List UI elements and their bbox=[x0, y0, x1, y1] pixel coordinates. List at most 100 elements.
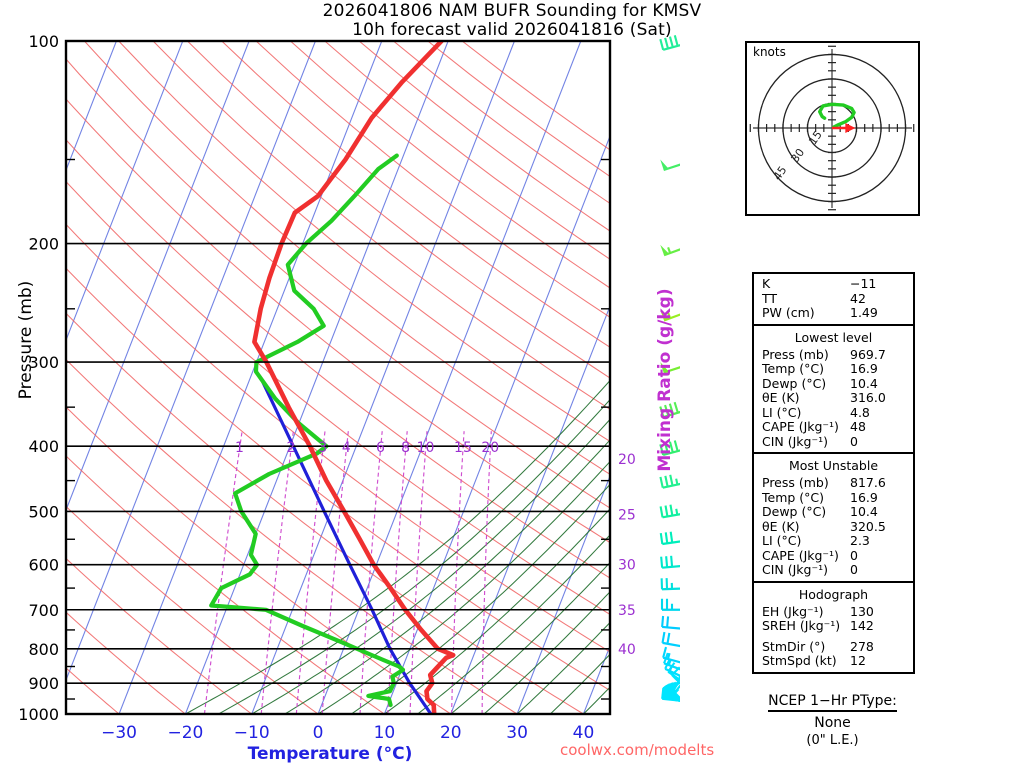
pressure-axis-title: Pressure (mb) bbox=[16, 280, 36, 400]
info-key: CAPE (Jkg⁻¹) bbox=[762, 419, 839, 434]
info-row: Press (mb) 969.7 bbox=[754, 347, 913, 363]
mixing-ratio-label: 6 bbox=[376, 440, 385, 456]
pressure-tick-label: 300 bbox=[28, 353, 59, 372]
info-key: Dewp (°C) bbox=[762, 504, 827, 519]
info-key: PW (cm) bbox=[762, 305, 815, 320]
info-value: 10.4 bbox=[850, 504, 878, 519]
info-key: Dewp (°C) bbox=[762, 375, 827, 391]
info-value: 316.0 bbox=[850, 390, 886, 405]
section-heading: Hodograph bbox=[798, 586, 869, 602]
temperature-tick-label: 40 bbox=[573, 723, 595, 743]
most-unstable-rows: Press (mb) 817.6 Temp (°C) 16.9 Dewp (°C) 10.… bbox=[754, 475, 913, 578]
ptype-panel: NCEP 1−Hr PType: None (0" L.E.) bbox=[740, 690, 925, 748]
profile-temperature-line bbox=[252, 41, 456, 714]
info-key: CAPE (Jkg⁻¹) bbox=[762, 547, 839, 563]
info-row: PW (cm) 1.49 bbox=[754, 305, 913, 321]
info-value: 10.4 bbox=[850, 375, 878, 391]
info-value: 130 bbox=[850, 603, 874, 619]
info-value: 817.6 bbox=[850, 475, 886, 490]
wind-barb bbox=[660, 598, 680, 611]
temperature-tick-label: 20 bbox=[440, 723, 462, 743]
height-tick-label: 30 bbox=[618, 558, 636, 574]
info-row: EH (Jkg⁻¹) 130 bbox=[754, 603, 913, 620]
info-key: StmSpd (kt) bbox=[762, 653, 837, 668]
wind-barb bbox=[661, 687, 680, 702]
info-value: 1.49 bbox=[850, 305, 878, 320]
chart-title-line1: 2026041806 NAM BUFR Sounding for KMSV bbox=[322, 1, 702, 21]
wind-barb bbox=[661, 615, 680, 630]
wind-barb bbox=[659, 474, 680, 489]
info-key: Temp (°C) bbox=[762, 489, 825, 505]
info-row: Dewp (°C) 10.4 bbox=[754, 375, 913, 392]
wind-barb bbox=[662, 646, 680, 664]
info-key: LI (°C) bbox=[762, 404, 802, 420]
storm-motion-rows: StmDir (°) 278 StmSpd (kt) 12 bbox=[754, 638, 913, 669]
info-row: K −11 bbox=[754, 276, 913, 292]
info-row: Temp (°C) 16.9 bbox=[754, 489, 913, 506]
hodograph-ring-label: 30 bbox=[789, 146, 808, 165]
height-tick-label: 20 bbox=[618, 452, 636, 468]
lowest-level-rows: Press (mb) 969.7 Temp (°C) 16.9 Dewp (°C) 10.… bbox=[754, 347, 913, 450]
height-tick-label: 25 bbox=[618, 507, 636, 523]
info-value: 2.3 bbox=[850, 533, 870, 548]
mixing-ratio-label: 1 bbox=[235, 440, 244, 456]
wind-barb bbox=[661, 631, 680, 648]
temperature-tick-label: 0 bbox=[313, 723, 324, 743]
temperature-tick-label: −10 bbox=[234, 723, 270, 743]
info-key: θE (K) bbox=[762, 390, 800, 405]
wind-barb bbox=[660, 159, 680, 172]
pressure-tick-label: 600 bbox=[28, 556, 59, 575]
indices-section: K −11 TT 42 PW (cm) 1.49 bbox=[754, 274, 913, 324]
ptype-liquid-equivalent: (0" L.E.) bbox=[806, 733, 859, 748]
info-value: 0 bbox=[850, 547, 858, 563]
temperature-axis-title: Temperature (°C) bbox=[247, 744, 413, 764]
wind-barb bbox=[660, 362, 680, 374]
info-key: K bbox=[762, 276, 771, 291]
info-row: Press (mb) 817.6 bbox=[754, 475, 913, 491]
info-key: EH (Jkg⁻¹) bbox=[762, 603, 824, 619]
info-value: 142 bbox=[850, 618, 874, 633]
mixing-ratio-label: 3 bbox=[318, 440, 327, 456]
pressure-tick-label: 1000 bbox=[18, 705, 59, 724]
info-value: 0 bbox=[850, 433, 858, 449]
info-row: Dewp (°C) 10.4 bbox=[754, 504, 913, 520]
height-tick-label: 35 bbox=[618, 603, 636, 619]
info-value: 278 bbox=[850, 638, 874, 654]
hodograph-ring-label: 45 bbox=[771, 164, 790, 183]
info-key: TT bbox=[762, 290, 778, 306]
mixing-ratio-label: 2 bbox=[287, 440, 296, 456]
wind-barb bbox=[659, 504, 680, 519]
watermark: coolwx.com/modelts bbox=[560, 741, 715, 759]
mixing-ratio-label: 4 bbox=[342, 440, 351, 456]
info-value: 16.9 bbox=[850, 489, 878, 505]
pressure-tick-label: 100 bbox=[28, 32, 59, 51]
info-key: StmDir (°) bbox=[762, 638, 826, 654]
pressure-tick-label: 700 bbox=[28, 601, 59, 620]
ptype-value: None bbox=[814, 715, 851, 731]
info-row: LI (°C) 4.8 bbox=[754, 404, 913, 421]
hodograph-panel: knots 15 30 45 bbox=[745, 41, 920, 216]
pressure-tick-label: 900 bbox=[28, 674, 59, 693]
info-value: 4.8 bbox=[850, 404, 870, 420]
info-value: −11 bbox=[850, 276, 877, 291]
info-row: CIN (Jkg⁻¹) 0 bbox=[754, 433, 913, 450]
mixing-ratio-label: 10 bbox=[417, 440, 435, 456]
info-row: Temp (°C) 16.9 bbox=[754, 361, 913, 377]
temperature-tick-label: −20 bbox=[167, 723, 203, 743]
mixing-ratio-label: 15 bbox=[454, 440, 472, 456]
pressure-tick-label: 400 bbox=[28, 437, 59, 456]
skewt-diagram: 100 200 300 400 500 600 700 800 900 1000 −30 −20 −10… bbox=[16, 32, 680, 764]
info-value: 12 bbox=[850, 653, 866, 668]
mixing-ratio-axis-title: Mixing Ratio (g/kg) bbox=[655, 288, 675, 472]
pressure-tick-label: 800 bbox=[28, 640, 59, 659]
ptype-heading: NCEP 1−Hr PType: bbox=[768, 693, 897, 712]
info-row: CIN (Jkg⁻¹) 0 bbox=[754, 562, 913, 578]
wind-barb bbox=[660, 310, 680, 322]
mixing-ratio-label: 20 bbox=[481, 440, 499, 456]
hodograph-units-label: knots bbox=[753, 45, 786, 59]
hodograph-wind-trace bbox=[818, 102, 856, 129]
wind-barb bbox=[660, 244, 680, 257]
info-row: SREH (Jkg⁻¹) 142 bbox=[754, 618, 913, 634]
